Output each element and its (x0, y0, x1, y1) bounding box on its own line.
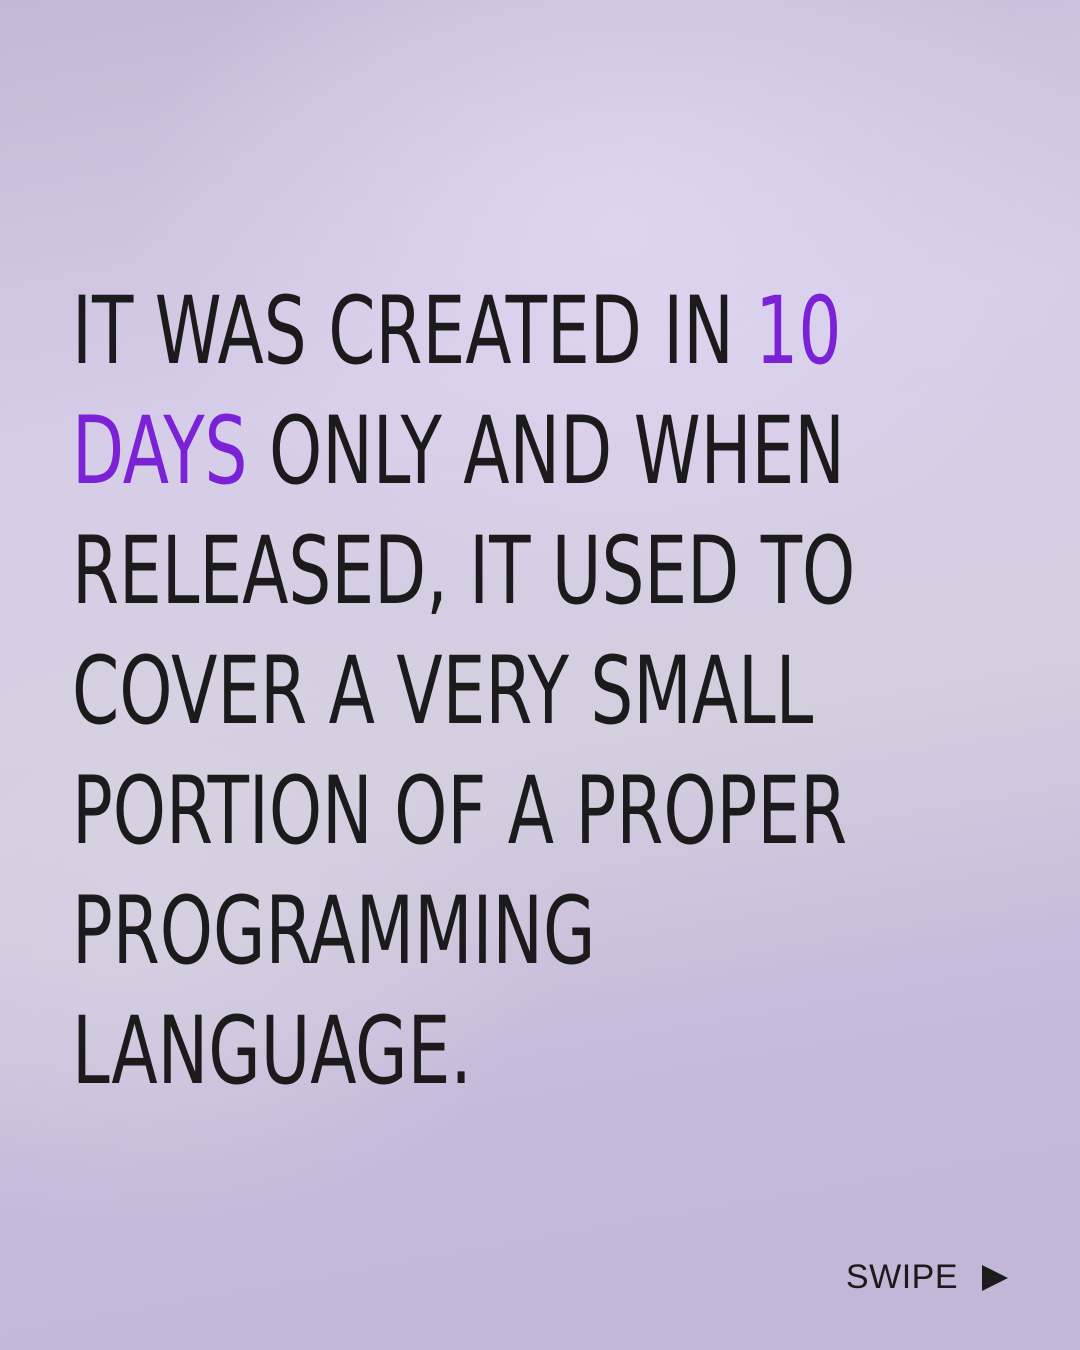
headline-line-3: RELEASED, IT USED TO (72, 517, 856, 626)
headline-line-5: PORTION OF A PROPER (72, 757, 848, 866)
headline-line-2-text: ONLY AND WHEN (247, 397, 845, 506)
headline-line-1: IT WAS CREATED IN 10 (72, 272, 968, 392)
headline-line-7: LANGUAGE. (72, 997, 472, 1106)
headline-line-4: COVER A VERY SMALL (72, 637, 814, 746)
play-arrow-icon (982, 1264, 1008, 1291)
headline-line-2: DAYS ONLY AND WHEN (72, 392, 968, 512)
headline-highlight-number: 10 (755, 277, 842, 386)
headline-line-1-text: IT WAS CREATED IN (72, 277, 756, 386)
headline-highlight-days: DAYS (72, 397, 248, 506)
swipe-label: SWIPE (845, 1258, 958, 1296)
headline-text: IT WAS CREATED IN 10 DAYS ONLY AND WHEN … (72, 272, 968, 1112)
headline-line-6: PROGRAMMING (72, 877, 596, 986)
swipe-button[interactable]: SWIPE (846, 1258, 1010, 1297)
